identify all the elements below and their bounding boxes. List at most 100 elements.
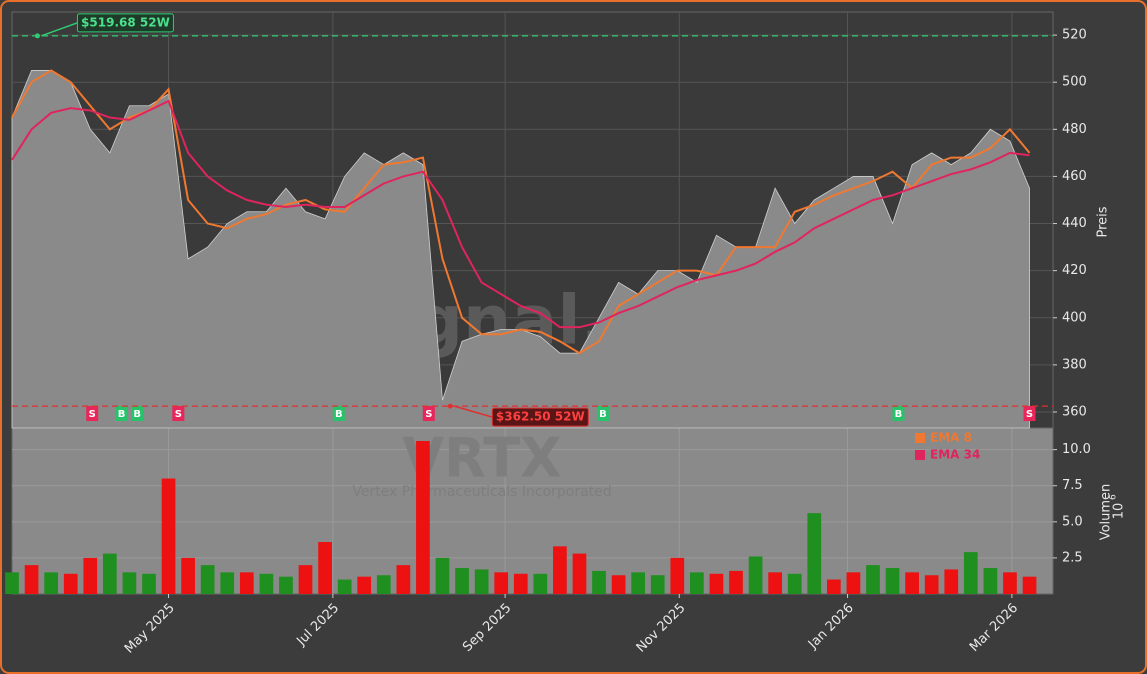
y2-axis-exponent: 6 [1109, 494, 1119, 500]
ema-line [11, 99, 1030, 329]
y-tick-label: 500 [1062, 75, 1087, 90]
signal-marker [892, 406, 905, 421]
volume-bar [768, 572, 782, 594]
volume-bar [748, 556, 763, 594]
volume-bar [1022, 576, 1037, 594]
volume-bar [513, 573, 528, 594]
volume-bar [611, 575, 626, 594]
y2-axis-label: Volumen [1099, 484, 1114, 541]
signal-label: B [335, 409, 343, 420]
volume-bar [24, 565, 39, 594]
volume-bar [357, 576, 372, 594]
signal-label: S [89, 409, 96, 420]
signal-label: B [599, 409, 607, 420]
signal-label: S [1026, 409, 1033, 420]
volume-bar [944, 569, 959, 594]
volume-bar [102, 553, 117, 594]
y-tick-label: 400 [1062, 310, 1087, 325]
volume-bar [161, 478, 176, 594]
signal-label: B [133, 409, 141, 420]
annotation-box [76, 13, 174, 33]
signal-marker [115, 406, 128, 421]
y-axis-label: Preis [1096, 206, 1111, 237]
annotation-label: $362.50 52W [496, 410, 585, 424]
volume-bar [924, 575, 939, 594]
volume-bar [142, 573, 156, 594]
legend-swatch [915, 450, 925, 460]
volume-bar [259, 573, 274, 594]
legend-label: EMA 8 [930, 431, 972, 445]
legend-label: EMA 34 [930, 448, 980, 462]
volume-bar [337, 579, 352, 594]
volume-bar [709, 573, 724, 594]
annotation-box [491, 407, 589, 427]
volume-bar [533, 573, 548, 594]
y-tick-label: 360 [1062, 404, 1087, 419]
volume-bar [592, 570, 606, 594]
volume-bar [181, 557, 195, 594]
annotation-point [447, 403, 453, 409]
signal-label: S [425, 409, 432, 420]
volume-bar [298, 565, 313, 594]
y2-tick-label: 2.5 [1062, 550, 1083, 565]
volume-bar [690, 572, 704, 594]
volume-bar [787, 573, 802, 594]
volume-bar [631, 572, 646, 594]
legend-swatch [915, 433, 925, 443]
volume-bar [572, 553, 587, 594]
volume-bar [122, 572, 137, 594]
price-area [11, 70, 1030, 429]
signal-marker [596, 406, 609, 421]
signal-marker [1023, 406, 1036, 421]
y-tick-label: 380 [1062, 357, 1087, 372]
volume-bar [670, 557, 685, 594]
y-tick-label: 520 [1062, 28, 1087, 43]
annotation-point [34, 33, 40, 39]
y-tick-label: 480 [1062, 122, 1087, 137]
signal-marker [131, 406, 144, 421]
volume-bar [5, 572, 19, 594]
signal-marker [422, 406, 435, 421]
volume-bar [435, 557, 450, 594]
volume-bar [455, 568, 469, 594]
volume-bar [474, 569, 489, 594]
volume-bar [279, 576, 293, 594]
volume-bar [885, 568, 900, 594]
signal-label: S [175, 409, 182, 420]
signal-label: B [895, 409, 903, 420]
volume-bar [553, 546, 567, 594]
volume-bar [376, 575, 391, 594]
volume-bar [83, 557, 98, 594]
volume-bar [220, 572, 235, 594]
y-tick-label: 420 [1062, 263, 1087, 278]
company-watermark: Vertex Pharmaceuticals Incorporated [352, 484, 611, 500]
volume-bar [200, 565, 215, 594]
volume-bar [729, 570, 743, 594]
volume-bar [318, 542, 332, 594]
y2-tick-label: 10.0 [1062, 442, 1091, 457]
volume-bar [963, 552, 978, 594]
volume-bar [1003, 572, 1017, 594]
volume-bar [44, 572, 58, 594]
volume-bar [494, 572, 509, 594]
volume-bar [983, 568, 998, 594]
volume-bar [239, 572, 254, 594]
volume-bar [846, 572, 861, 594]
y-tick-label: 460 [1062, 169, 1087, 184]
y-tick-label: 440 [1062, 216, 1087, 231]
signal-marker [332, 406, 345, 421]
volume-bar [905, 572, 919, 594]
volume-bar [826, 579, 841, 594]
volume-bar [63, 573, 78, 594]
y2-tick-label: 5.0 [1062, 514, 1083, 529]
annotation-label: $519.68 52W [81, 15, 170, 29]
volume-bar [866, 565, 880, 594]
signal-marker [172, 406, 185, 421]
volume-bar [396, 565, 411, 594]
ema-line [11, 69, 1031, 355]
signal-label: B [118, 409, 126, 420]
volume-bar [416, 440, 430, 594]
y2-tick-label: 7.5 [1062, 478, 1083, 493]
annotation-arrow [41, 22, 78, 37]
